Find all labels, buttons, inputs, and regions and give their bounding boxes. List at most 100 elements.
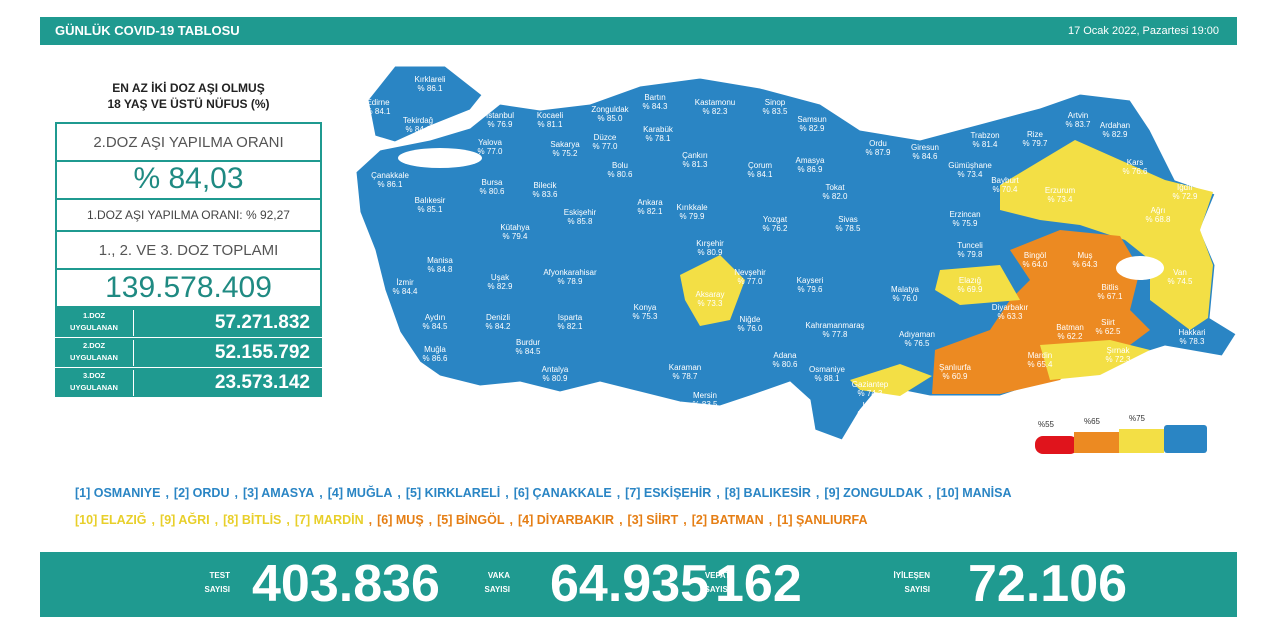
legend-yellow [1119,429,1164,453]
ranking-item: [4] MUĞLA [327,486,393,500]
dose-row: 3.DOZ UYGULANAN 23.573.142 [55,368,322,398]
province-name: Ordu [869,139,887,148]
province-name: Karabük [643,125,674,134]
region-yellow-mardin [1040,340,1150,380]
ranking-item: [1] OSMANIYE [75,486,161,500]
dose-row-label-line: UYGULANAN [70,353,118,362]
separator: , [286,513,290,527]
province-name: Ardahan [1100,121,1130,130]
legend-label: %65 [1084,417,1101,426]
province-name: Burdur [516,338,540,347]
ranking-item: [8] BALIKESİR [724,486,811,500]
province-name: Elazığ [959,276,981,285]
province-name: Malatya [891,285,920,294]
province-value: % 82.9 [800,124,825,133]
province-name: Niğde [740,315,761,324]
province-name: Giresun [911,143,939,152]
ranking-item: [5] KIRKLARELİ [405,486,501,500]
separator: , [397,486,401,500]
stat-label-line: SAYISI [904,585,931,594]
province-name: Kocaeli [537,111,563,120]
province-value: % 82.1 [558,322,583,331]
stat-label: TEST SAYISI [205,569,231,597]
province-name: Erzurum [1045,186,1076,195]
province-name: Kırşehir [696,239,724,248]
province-value: % 86.9 [798,165,823,174]
province-name: Kayseri [797,276,824,285]
province-name: Osmaniye [809,365,846,374]
legend-label: %55 [1038,420,1055,429]
province-name: Konya [634,303,657,312]
ranking-item: [10] MANİSA [936,486,1012,500]
province-value: % 82.9 [1103,130,1128,139]
province-name: Afyonkarahisar [543,268,597,277]
province-name: Diyarbakır [992,303,1029,312]
province-value: % 80.9 [698,248,723,257]
province-value: % 73.3 [698,299,723,308]
province-name: Adana [773,351,797,360]
province-name: Gaziantep [852,380,889,389]
province-value: % 81.3 [788,420,813,429]
province-value: % 83.5 [763,107,788,116]
marmara-sea [398,148,482,168]
province-value: % 80.9 [543,374,568,383]
province-value: % 73.4 [1048,195,1073,204]
dose-row-label-line: 1.DOZ [82,311,106,320]
province-value: % 78.7 [673,372,698,381]
separator: , [815,486,820,500]
stat-label-line: VEFAT [704,571,730,580]
province-value: % 79.9 [680,212,705,221]
province-value: % 82.0 [823,192,848,201]
province-name: Bingöl [1024,251,1046,260]
stat-label: VEFAT SAYISI [705,569,731,597]
dose-row-label: 1.DOZ UYGULANAN [55,310,134,336]
dose-row-value: 57.271.832 [214,312,310,333]
province-name: Mardin [1028,351,1052,360]
province-value: % 69.9 [958,285,983,294]
thrace [367,65,483,143]
province-name: Yozgat [763,215,788,224]
province-name: Iğdır [1177,183,1193,192]
province-name: İzmir [396,278,414,287]
separator: , [214,513,219,527]
province-value: % 74.3 [858,389,883,398]
province-value: % 77.0 [478,147,503,156]
province-value: % 79.8 [958,250,983,259]
province-name: Bursa [482,178,503,187]
province-name: Aksaray [696,290,725,299]
province-value: % 78.5 [836,224,861,233]
province-value: % 80.6 [480,187,505,196]
province-name: Ağrı [1151,206,1166,215]
separator: , [928,486,932,500]
stat-label-line: SAYISI [484,585,511,594]
dose-row-label: 3.DOZ UYGULANAN [55,370,134,396]
stat-value: 72.106 [968,555,1128,613]
total-label: 1., 2. VE 3. DOZ TOPLAMI [55,232,322,270]
separator: , [619,513,623,527]
dose-row-label-line: UYGULANAN [70,383,118,392]
province-name: Samsun [797,115,826,124]
province-value: % 65.4 [1028,360,1053,369]
province-value: % 84.5 [423,322,448,331]
header-title: GÜNLÜK COVID-19 TABLOSU [55,23,240,38]
province-name: Rize [1027,130,1044,139]
province-value: % 76.9 [488,120,513,129]
province-name: Kars [1127,158,1143,167]
province-value: % 75.2 [553,149,578,158]
province-name: Kastamonu [695,98,735,107]
province-value: % 86.6 [423,354,448,363]
map-shapes [355,65,1237,454]
province-name: Nevşehir [734,268,766,277]
legend-orange [1074,432,1119,453]
ranking-item: [7] MARDİN [294,513,364,527]
ranking-item: [9] ZONGULDAK [824,486,924,500]
ranking-item: [8] BİTLİS [223,513,282,527]
separator: , [368,513,373,527]
province-value: % 79.7 [1023,139,1048,148]
dose-row-label: 2.DOZ UYGULANAN [55,340,134,366]
panel-title: EN AZ İKİ DOZ AŞI OLMUŞ 18 YAŞ VE ÜSTÜ N… [55,80,322,112]
dose-row-label-line: 3.DOZ [82,371,106,380]
province-name: Şanlıurfa [939,363,972,372]
province-name: Sinop [765,98,786,107]
stat-value: 64.935 [550,555,710,613]
